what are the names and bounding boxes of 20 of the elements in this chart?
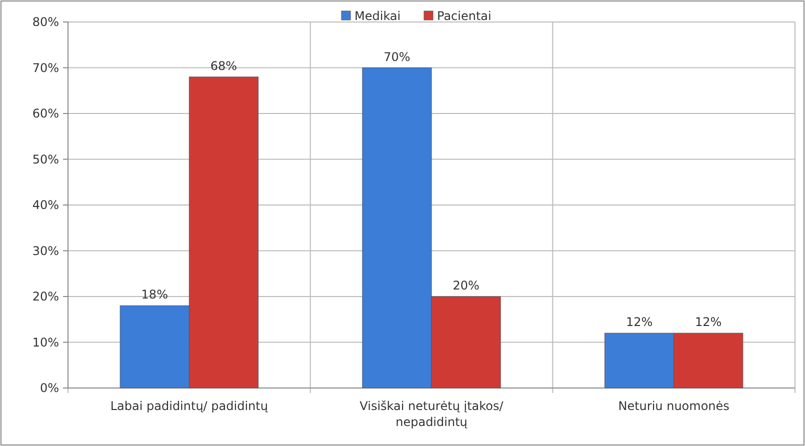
y-tick-label: 20% — [32, 290, 59, 304]
data-label: 12% — [695, 315, 722, 330]
y-tick-label: 70% — [32, 60, 59, 75]
data-label: 70% — [384, 50, 410, 64]
y-tick-label: 50% — [32, 152, 59, 166]
y-tick-label: 10% — [32, 335, 59, 350]
data-label: 12% — [626, 315, 653, 330]
data-label: 20% — [452, 278, 480, 292]
y-tick-label: 60% — [32, 106, 59, 121]
data-label: 18% — [141, 288, 168, 302]
data-label: 68% — [210, 58, 238, 73]
x-tick-label: Neturiu nuomonės — [618, 399, 730, 413]
legend-label: Pacientai — [437, 9, 492, 24]
x-tick-label: Visiškai neturėtų įtakos/ nepadidintų — [360, 399, 504, 429]
y-tick-label: 0% — [40, 381, 59, 396]
legend-label: Medikai — [354, 9, 401, 24]
y-tick-label: 80% — [32, 15, 59, 30]
x-tick-label: Labai padidintų/ padidintų — [110, 399, 268, 413]
y-tick-label: 30% — [32, 244, 59, 258]
y-tick-label: 40% — [32, 198, 59, 212]
